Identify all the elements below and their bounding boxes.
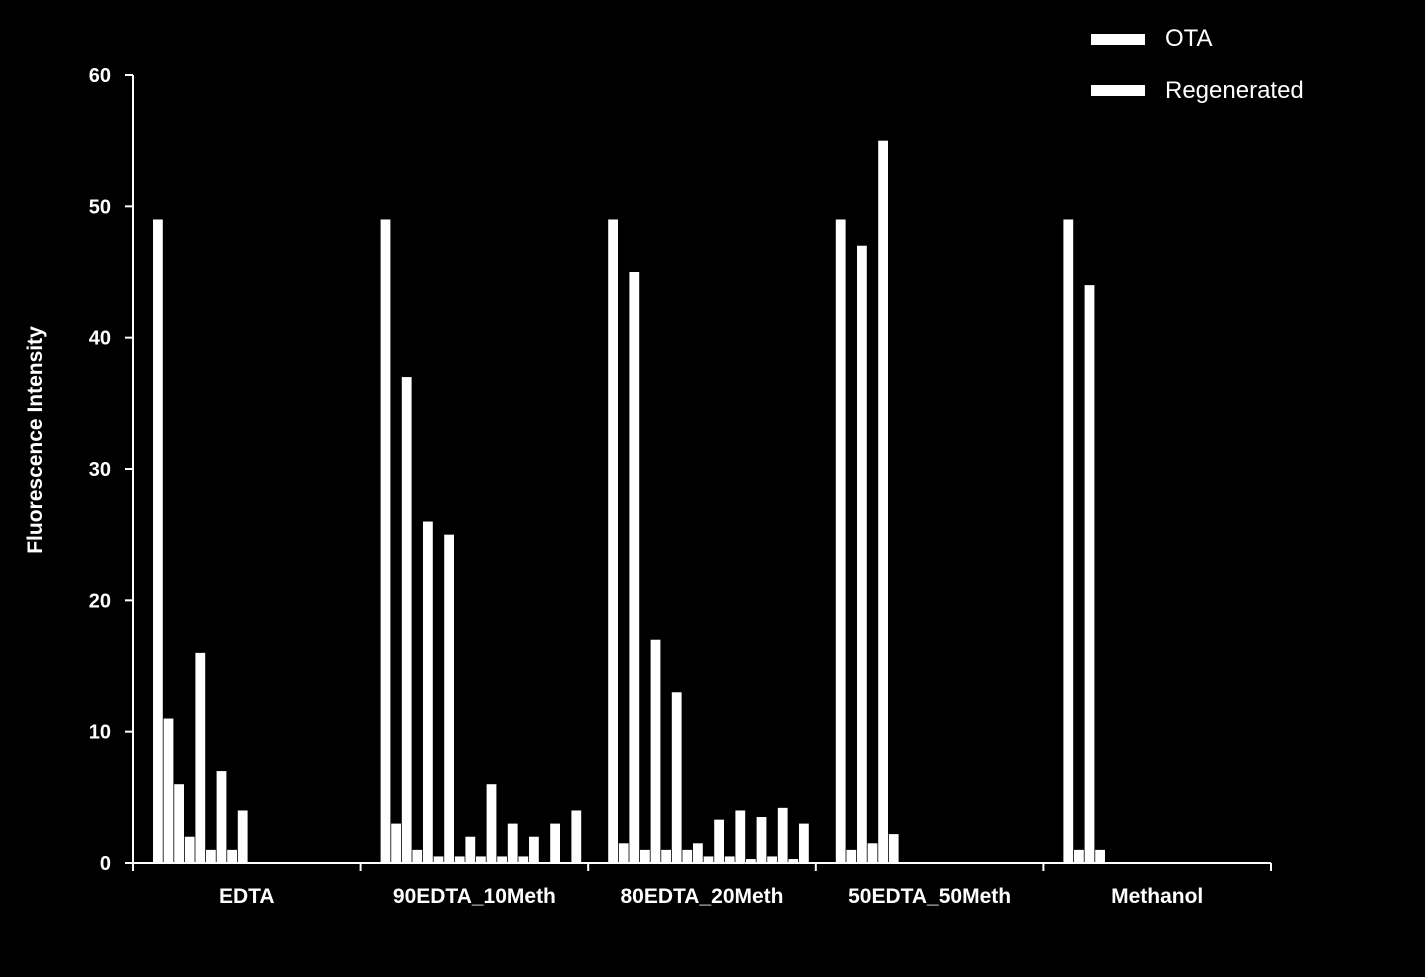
regenerated-bar [476, 856, 486, 863]
regenerated-bar [867, 843, 878, 863]
ota-bar [444, 534, 454, 863]
regenerated-bar [682, 849, 693, 863]
regenerated-bar [518, 856, 529, 863]
regenerated-bar [206, 849, 216, 863]
category-label: 90EDTA_10Meth [393, 885, 556, 908]
y-ticks: 0 10 20 30 40 50 60 [89, 65, 133, 875]
ota-bar [486, 784, 497, 863]
y-tick-label: 10 [89, 722, 111, 744]
ota-bar [195, 652, 206, 863]
y-tick-label: 60 [89, 65, 111, 87]
regenerated-bar [724, 856, 735, 863]
regenerated-bar [412, 849, 423, 863]
bars-layer [153, 140, 1105, 864]
axes-layer [132, 75, 1271, 864]
regenerated-bar [703, 856, 714, 863]
y-tick-label: 0 [100, 853, 111, 875]
legend: OTA Regenerated [1091, 25, 1304, 104]
regenerated-bar [846, 849, 857, 863]
ota-bar [650, 639, 661, 863]
category-label: 80EDTA_20Meth [621, 885, 784, 908]
ota-bar [174, 784, 184, 863]
ota-bar [529, 836, 539, 863]
y-axis-title: Fluorescence Intensity [24, 326, 47, 554]
regenerated-bar [227, 849, 237, 863]
legend-label-regenerated: Regenerated [1165, 77, 1304, 104]
category-label: EDTA [219, 885, 275, 908]
ota-bar [423, 521, 433, 863]
regenerated-bar [746, 859, 756, 863]
regenerated-bar [640, 849, 650, 863]
ota-bar [608, 219, 618, 864]
regenerated-bar [618, 843, 629, 863]
ota-bar [465, 836, 476, 863]
ota-bar [153, 219, 163, 864]
regenerated-bar [767, 856, 777, 863]
regenerated-bar [454, 856, 465, 863]
y-tick-label: 30 [89, 459, 111, 481]
ota-bar [571, 810, 582, 863]
ota-bar [237, 810, 248, 863]
y-tick-label: 40 [89, 328, 111, 350]
category-label: 50EDTA_50Meth [848, 885, 1011, 908]
regenerated-bar [391, 823, 401, 863]
regenerated-bar [788, 859, 799, 863]
regenerated-bar [1095, 849, 1105, 863]
category-label: Methanol [1111, 885, 1203, 908]
ota-bar [857, 245, 867, 864]
regenerated-bar [433, 856, 444, 863]
ota-bar [550, 823, 560, 863]
legend-label-ota: OTA [1165, 25, 1213, 52]
ota-bar [835, 219, 846, 864]
regenerated-bar [661, 849, 671, 863]
ota-bar [756, 817, 767, 863]
ota-bar [1063, 219, 1074, 864]
legend-swatch-ota [1091, 34, 1145, 45]
ota-bar [714, 819, 724, 863]
y-tick-label: 20 [89, 590, 111, 612]
y-tick-label: 50 [89, 196, 111, 218]
regenerated-bar [888, 834, 899, 863]
ota-bar [671, 692, 682, 863]
ota-bar [380, 219, 391, 864]
regenerated-bar [1074, 849, 1084, 863]
ota-bar [777, 807, 788, 863]
x-ticks: EDTA 90EDTA_10Meth 80EDTA_20Meth 50EDTA_50M… [132, 863, 1272, 908]
ota-bar [878, 140, 888, 864]
ota-bar [1084, 285, 1095, 863]
ota-bar [216, 771, 227, 863]
ota-bar [401, 377, 412, 863]
regenerated-bar [184, 836, 195, 863]
ota-bar [693, 843, 703, 863]
ota-bar [799, 823, 809, 863]
ota-bar [507, 823, 518, 863]
regenerated-bar [497, 856, 507, 863]
legend-swatch-regenerated [1091, 85, 1145, 96]
ota-bar [735, 810, 746, 863]
regenerated-bar [163, 718, 174, 863]
ota-bar [629, 272, 640, 863]
